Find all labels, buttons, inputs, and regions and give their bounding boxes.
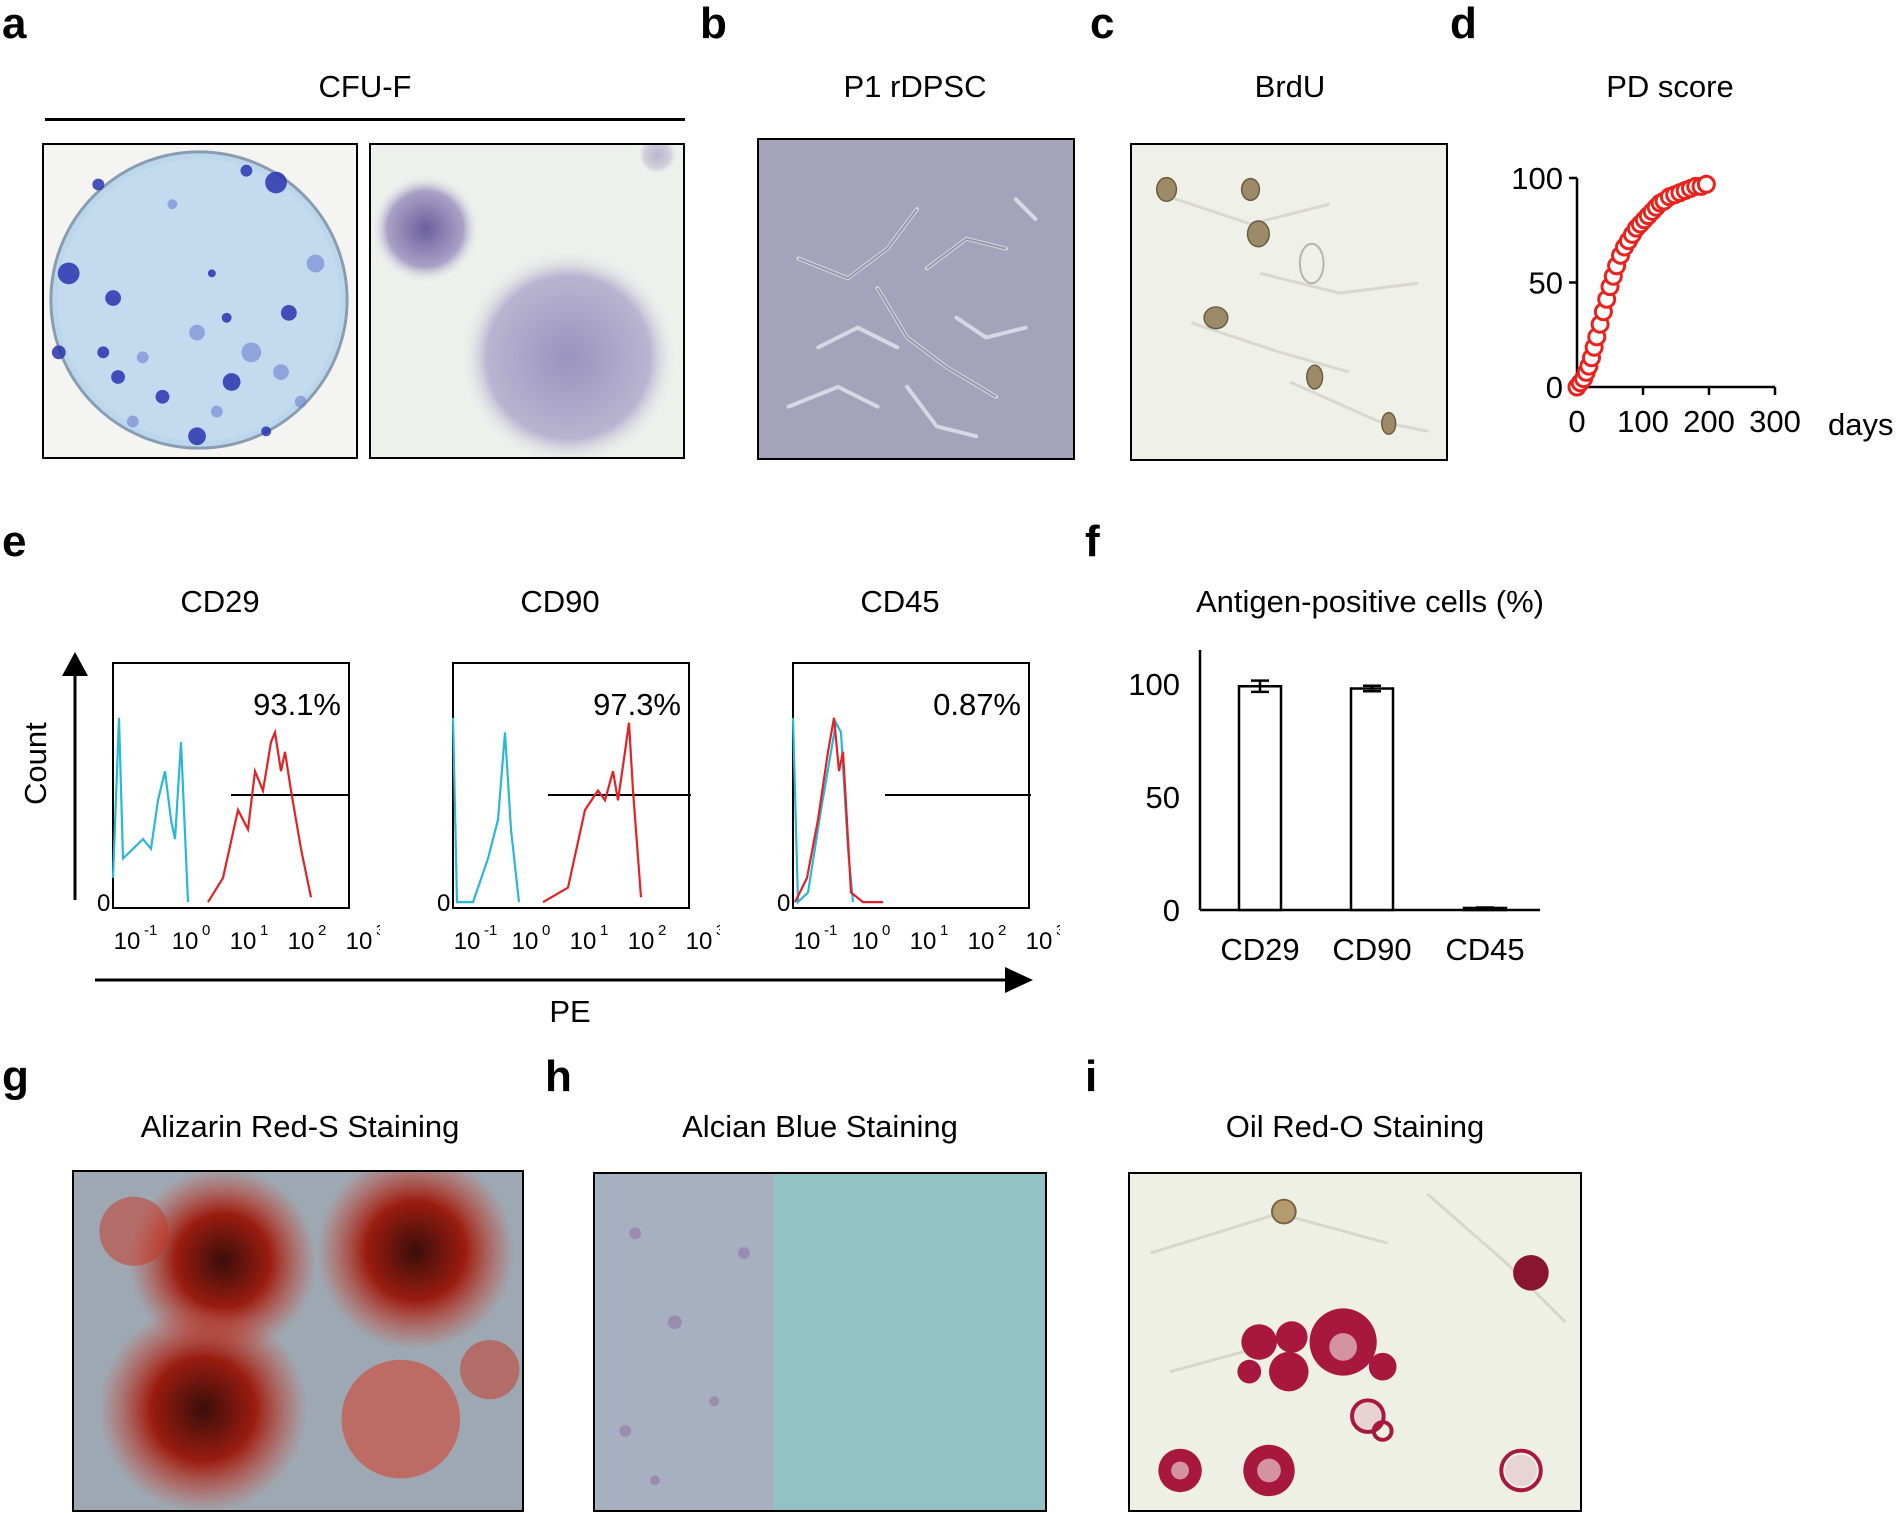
panel-c-title: BrdU [1254, 69, 1326, 104]
flow-sample-trace [542, 722, 643, 904]
oil-red-o-image [1128, 1172, 1582, 1512]
flow-x-tick-exponent: 1 [600, 922, 608, 939]
flow-x-tick-label: 10 [288, 928, 315, 955]
panel-a-title: CFU-F [318, 69, 412, 104]
flow-zero-label: 0 [777, 890, 790, 917]
pd-y-tick-label: 0 [1546, 370, 1563, 405]
bar-category-label: CD45 [1445, 932, 1524, 967]
bar-cd90 [1349, 687, 1395, 912]
pd-point [1696, 174, 1716, 194]
flow-sample-trace [794, 717, 883, 904]
panel-i-title: Oil Red-O Staining [1225, 1109, 1485, 1144]
flow-x-tick-label: 10 [852, 928, 879, 955]
flow-x-tick-exponent: 2 [998, 922, 1006, 939]
flow-x-tick-exponent: 3 [1056, 922, 1060, 939]
flow-x-tick-exponent: -1 [824, 922, 837, 939]
flow-x-tick-exponent: 1 [940, 922, 948, 939]
flow-frame [112, 662, 350, 909]
pd-x-tick-label: 0 [1568, 404, 1585, 439]
flow-x-tick-label: 10 [1026, 928, 1053, 955]
flow-x-tick-label: 10 [628, 928, 655, 955]
flow-x-tick-label: 10 [346, 928, 373, 955]
flow-x-tick-label: 10 [454, 928, 481, 955]
pd-score-chart: 0 50 100 0 100 200 300 days [1511, 161, 1893, 442]
alcian-blue-image [593, 1172, 1047, 1512]
flow-x-tick-exponent: 0 [882, 922, 890, 939]
flow-x-tick-label: 10 [968, 928, 995, 955]
count-axis-arrow [62, 652, 88, 900]
bar-category-label: CD90 [1332, 932, 1411, 967]
flow-x-tick-label: 10 [686, 928, 713, 955]
pe-axis-label: PE [549, 994, 591, 1029]
flow-x-tick-exponent: -1 [484, 922, 497, 939]
flow-x-tick-label: 10 [230, 928, 257, 955]
panel-letter-e: e [2, 517, 27, 566]
flow-zero-label: 0 [437, 890, 450, 917]
flow-x-tick-label: 10 [570, 928, 597, 955]
panel-letter-g: g [2, 1052, 29, 1101]
flow-frame [792, 662, 1030, 909]
bar-y-tick-label: 100 [1128, 667, 1180, 702]
panel-h-title: Alcian Blue Staining [682, 1109, 958, 1144]
p1-rdpsc-cells-image [757, 138, 1075, 460]
pd-x-tick-label: 300 [1749, 404, 1801, 439]
pd-y-tick-label: 100 [1511, 161, 1563, 196]
panel-letter-h: h [545, 1052, 572, 1101]
pe-axis-arrow [95, 967, 1033, 993]
panel-d-title: PD score [1606, 69, 1734, 104]
flow-percent-label: 0.87% [933, 687, 1021, 722]
flow-percent-label: 97.3% [593, 687, 681, 722]
panel-letter-b: b [700, 0, 727, 48]
flow-x-tick-exponent: 1 [260, 922, 268, 939]
panel-letter-i: i [1085, 1052, 1098, 1101]
panel-a-bracket-line [45, 118, 685, 121]
flow-cd90-title: CD90 [520, 584, 600, 619]
flow-sample-trace [207, 728, 313, 903]
panel-g-title: Alizarin Red-S Staining [140, 1109, 460, 1144]
flow-cd45-histogram: 00.87%10-1100101102103 [777, 662, 1060, 955]
panel-f-title: Antigen-positive cells (%) [1195, 584, 1545, 619]
flow-cd90-histogram: 097.3%10-1100101102103 [437, 662, 720, 955]
flow-x-tick-exponent: 3 [716, 922, 720, 939]
flow-cd45-title: CD45 [860, 584, 940, 619]
panel-letter-a: a [2, 0, 27, 48]
flow-x-tick-label: 10 [172, 928, 199, 955]
pd-y-tick-label: 50 [1529, 266, 1563, 301]
flow-x-tick-label: 10 [910, 928, 937, 955]
panel-letter-c: c [1090, 0, 1115, 48]
bar-category-label: CD29 [1220, 932, 1299, 967]
count-axis-label: Count [18, 722, 53, 805]
flow-x-tick-label: 10 [114, 928, 141, 955]
bar-y-tick-label: 50 [1146, 780, 1180, 815]
bar-y-tick-label: 0 [1163, 893, 1180, 928]
pd-x-tick-label: 200 [1683, 404, 1735, 439]
panel-letter-f: f [1085, 517, 1100, 566]
flow-control-trace [451, 717, 521, 904]
flow-x-tick-label: 10 [794, 928, 821, 955]
pd-x-tick-label: 100 [1617, 404, 1669, 439]
flow-control-trace [791, 717, 855, 905]
flow-cd29-histogram: 093.1%10-1100101102103 [97, 662, 380, 955]
flow-x-tick-exponent: 2 [658, 922, 666, 939]
brdu-stain-image [1130, 143, 1448, 461]
flow-percent-label: 93.1% [253, 687, 341, 722]
flow-frame [452, 662, 690, 909]
bar-cd29 [1237, 685, 1283, 912]
panel-b-title: P1 rDPSC [843, 69, 987, 104]
flow-cd29-title: CD29 [180, 584, 260, 619]
flow-control-trace [111, 717, 190, 903]
antigen-bar-chart: 0 50 100 CD29 CD90 CD45 [1128, 650, 1540, 967]
flow-x-tick-exponent: 2 [318, 922, 326, 939]
flow-zero-label: 0 [97, 890, 110, 917]
pd-x-label: days [1828, 407, 1893, 442]
flow-x-tick-exponent: 3 [376, 922, 380, 939]
cfu-f-colony-image [369, 143, 685, 459]
panel-letter-d: d [1450, 0, 1477, 48]
flow-x-tick-label: 10 [512, 928, 539, 955]
flow-x-tick-exponent: -1 [144, 922, 157, 939]
alizarin-red-image [72, 1170, 524, 1512]
flow-x-tick-exponent: 0 [202, 922, 210, 939]
cfu-f-dish-image [42, 143, 358, 459]
flow-x-tick-exponent: 0 [542, 922, 550, 939]
